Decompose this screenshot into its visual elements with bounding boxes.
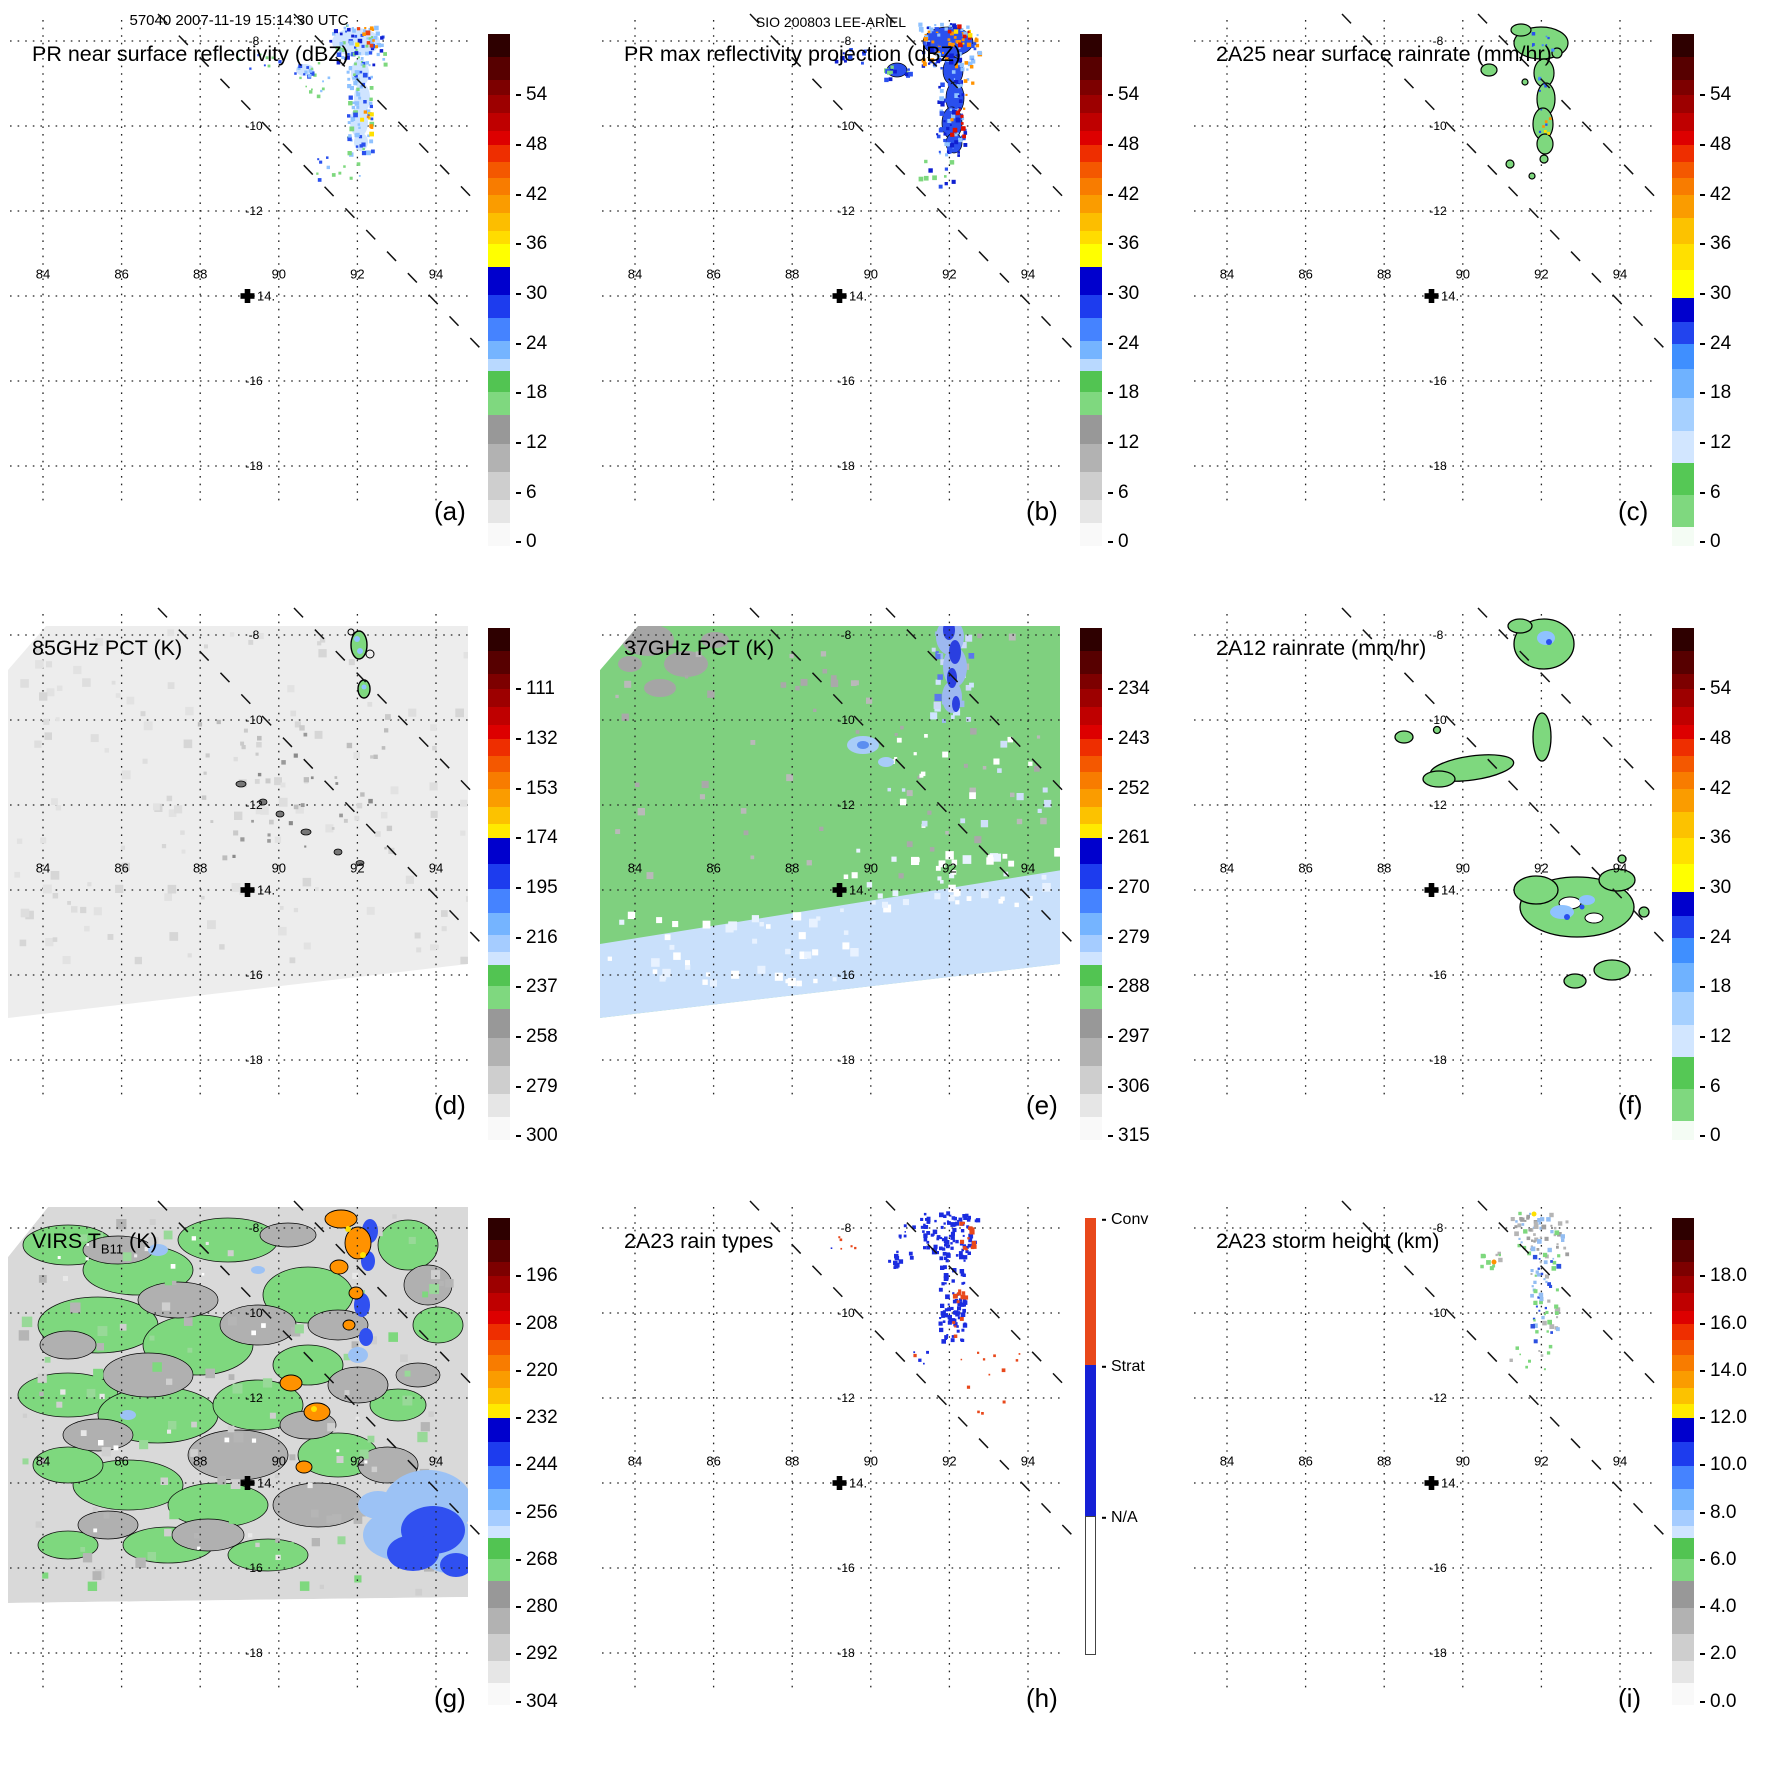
panel-d: 85GHz PCT (K) (d) 14. 84 86 88 90 92 94 -8 -10… [0, 607, 592, 1172]
colorbar-ticks: 54 48 42 36 30 24 18 12 6 0 [510, 34, 606, 552]
colorbar-e: 234 243 252 261 270 279 288 297 306 315 [1080, 628, 1200, 1146]
map-area-f: 2A12 rainrate (mm/hr) (f) 14. 84 86 88 90 92… [1192, 607, 1665, 1120]
panel-letter: (g) [434, 1683, 466, 1713]
map-area-h: 2A23 rain types (h) 14. 84 86 88 90 92 94 -8-… [600, 1200, 1073, 1713]
panel-g: VIRS TB11 (K) (g) 14. 84 86 88 90 92 94 -8 -10… [0, 1200, 592, 1765]
cross-label: 14. [849, 882, 868, 898]
panel-f: 2A12 rainrate (mm/hr) (f) 14. 84 86 88 90 92… [1184, 607, 1771, 1172]
cross-label: 14. [257, 882, 276, 898]
panel-c: 2A25 near surface rainrate (mm/hr) (c) 1… [1184, 13, 1771, 578]
colorbar-gradient [1672, 628, 1694, 1140]
map-area-a: PR near surface reflectivity (dBZ) (a) 1… [8, 13, 481, 526]
colorbar-ticks: 54 48 42 36 30 24 18 12 6 0 [1694, 34, 1771, 552]
panel-letter: (e) [1026, 1090, 1058, 1120]
panel-title: PR near surface reflectivity (dBZ) [32, 42, 349, 66]
cross-label: 14. [1441, 1475, 1460, 1491]
colorbar-d: 111 132 153 174 195 216 237 258 279 300 [488, 628, 608, 1146]
cross-label: 14. [257, 1475, 276, 1491]
colorbar-ticks: 196 208 220 232 244 256 268 280 292 304 [510, 1218, 606, 1711]
panel-letter: (d) [434, 1090, 466, 1120]
colorbar-b: 54 48 42 36 30 24 18 12 6 0 [1080, 34, 1200, 552]
panel-title: 2A25 near surface rainrate (mm/hr) [1216, 42, 1552, 66]
panel-letter: (f) [1618, 1090, 1643, 1120]
colorbar-i: 18.0 16.0 14.0 12.0 10.0 8.0 6.0 4.0 2.0 0.0 [1672, 1218, 1771, 1712]
colorbar-gradient [488, 1218, 510, 1705]
cross-label: 14. [849, 1475, 868, 1491]
colorbar-ticks: 54 48 42 36 30 24 18 12 6 0 [1694, 628, 1771, 1146]
map-area-d: 85GHz PCT (K) (d) 14. 84 86 88 90 92 94 -8 -10… [8, 607, 481, 1120]
panel-letter: (i) [1618, 1683, 1642, 1713]
colorbar-gradient [1672, 34, 1694, 546]
panel-title: 2A23 storm height (km) [1216, 1229, 1440, 1253]
colorbar-gradient [488, 628, 510, 1140]
panel-title: VIRS TB11 (K) [32, 1229, 158, 1257]
colorbar-ticks: 18.0 16.0 14.0 12.0 10.0 8.0 6.0 4.0 2.0 0.0 [1694, 1218, 1771, 1711]
panel-title: 2A12 rainrate (mm/hr) [1216, 636, 1427, 660]
colorbar-c: 54 48 42 36 30 24 18 12 6 0 [1672, 34, 1771, 552]
panel-e: 37GHz PCT (K) (e) 14. 84 86 88 90 92 94 -8 -10… [592, 607, 1184, 1172]
panel-title: PR max reflectivity projection (dBZ) [624, 42, 961, 66]
cross-label: 14. [849, 288, 868, 304]
colorbar-g: 196 208 220 232 244 256 268 280 292 304 [488, 1218, 608, 1712]
colorbar-gradient [1080, 34, 1102, 546]
panel-letter: (a) [434, 496, 466, 526]
map-area-e: 37GHz PCT (K) (e) 14. 84 86 88 90 92 94 -8 -10… [600, 607, 1073, 1120]
storm-name-header: SIO 200803 LEE-ARIEL [755, 14, 907, 30]
colorbar-a: 54 48 42 36 30 24 18 12 6 0 [488, 34, 608, 552]
panel-b: PR max reflectivity projection (dBZ) (b)… [592, 13, 1184, 578]
cross-label: 14. [257, 288, 276, 304]
panel-h: 2A23 rain types (h) 14. 84 86 88 90 92 94 -8-… [592, 1200, 1184, 1765]
colorbar-gradient [1085, 1218, 1096, 1655]
map-area-g: VIRS TB11 (K) (g) 14. 84 86 88 90 92 94 -8 -10… [8, 1200, 481, 1713]
colorbar-ticks: Conv Strat N/A [1096, 1211, 1192, 1655]
map-area-c: 2A25 near surface rainrate (mm/hr) (c) 1… [1192, 13, 1665, 526]
colorbar-ticks: 111 132 153 174 195 216 237 258 279 300 [510, 628, 606, 1146]
colorbar-gradient [1672, 1218, 1694, 1705]
panel-title: 37GHz PCT (K) [624, 636, 775, 660]
colorbar-gradient [488, 34, 510, 546]
panel-a: PR near surface reflectivity (dBZ) (a) 1… [0, 13, 592, 578]
colorbar-f: 54 48 42 36 30 24 18 12 6 0 [1672, 628, 1771, 1146]
panel-i: 2A23 storm height (km) (i) 14. 84 86 88 90 9… [1184, 1200, 1771, 1765]
colorbar-h: Conv Strat N/A [1085, 1211, 1205, 1655]
cross-label: 14. [1441, 288, 1460, 304]
orbit-timestamp-header: 57040 2007-11-19 15:14:30 UTC [129, 12, 349, 29]
panel-title: 2A23 rain types [624, 1229, 774, 1253]
colorbar-gradient [1080, 628, 1102, 1140]
panel-letter: (h) [1026, 1683, 1058, 1713]
panel-letter: (c) [1618, 496, 1649, 526]
panel-letter: (b) [1026, 496, 1058, 526]
map-area-i: 2A23 storm height (km) (i) 14. 84 86 88 90 9… [1192, 1200, 1665, 1713]
colorbar-ticks: 234 243 252 261 270 279 288 297 306 315 [1102, 628, 1198, 1146]
cross-label: 14. [1441, 882, 1460, 898]
colorbar-ticks: 54 48 42 36 30 24 18 12 6 0 [1102, 34, 1198, 552]
map-area-b: PR max reflectivity projection (dBZ) (b)… [600, 13, 1073, 526]
panel-title: 85GHz PCT (K) [32, 636, 183, 660]
